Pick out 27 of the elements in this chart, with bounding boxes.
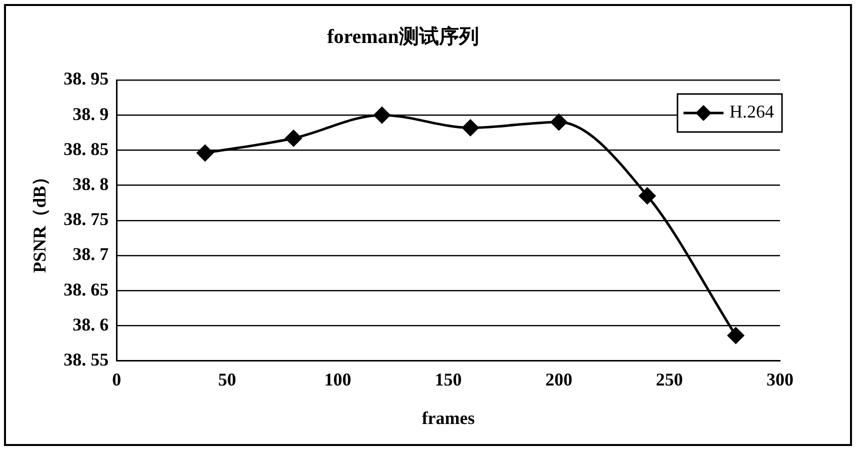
y-tick-label: 38. 6	[72, 314, 109, 334]
x-axis-title: frames	[422, 408, 475, 428]
point	[462, 119, 479, 136]
point	[374, 106, 390, 124]
point	[285, 130, 302, 147]
y-tick-label: 38. 65	[64, 279, 109, 300]
x-tick-label: 250	[656, 369, 683, 390]
y-tick-label: 38. 95	[64, 68, 109, 89]
point	[196, 144, 214, 162]
point	[728, 327, 744, 344]
y-tick-label: 38. 8	[72, 174, 109, 194]
y-tick-label: 38. 9	[72, 104, 109, 124]
y-axis-title: PSNR（dB）	[29, 168, 50, 273]
x-tick-label: 300	[766, 369, 794, 390]
x-tick-label: 200	[545, 369, 572, 390]
x-tick-label: 100	[324, 369, 352, 390]
point	[639, 188, 656, 204]
x-tick-label: 50	[218, 369, 236, 390]
y-tick-label: 38. 7	[72, 244, 109, 264]
x-tick-label: 150	[434, 369, 462, 390]
y-tick-label: 38. 55	[64, 349, 109, 370]
chart-title: foreman测试序列	[327, 25, 479, 48]
legend-label: H.264	[730, 102, 774, 122]
y-tick-label: 38. 85	[64, 138, 109, 159]
point	[550, 114, 568, 130]
y-tick-label: 38. 75	[64, 209, 109, 230]
x-tick-label: 0	[112, 369, 122, 390]
